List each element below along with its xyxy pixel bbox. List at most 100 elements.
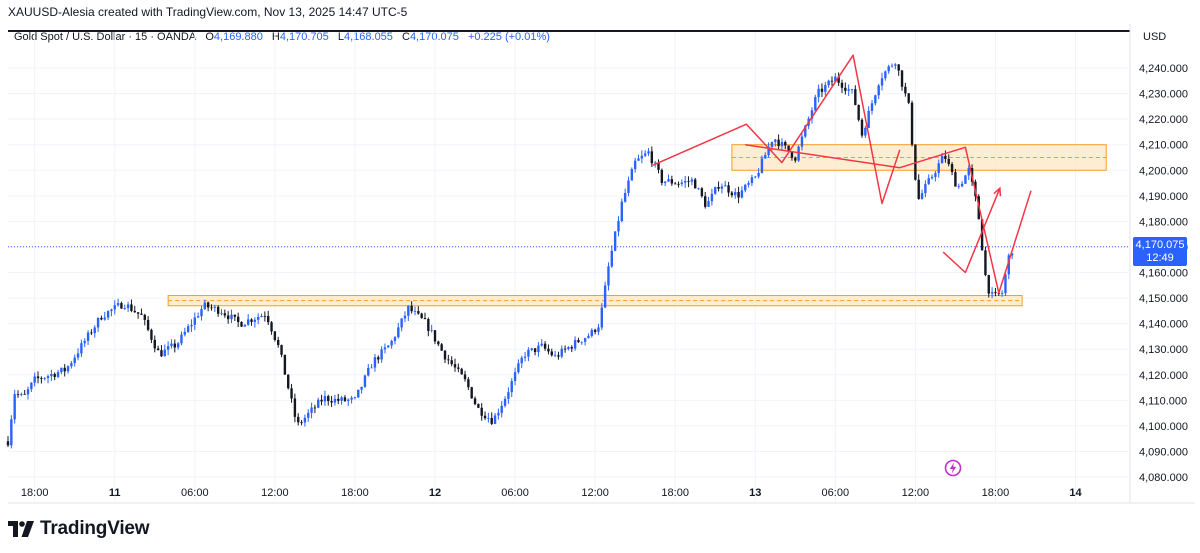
candle-body <box>156 348 160 351</box>
tradingview-logo[interactable]: TradingView <box>8 515 150 543</box>
candle-body <box>590 329 593 336</box>
candle-body <box>987 275 990 294</box>
candle-body <box>203 302 207 309</box>
candle-body <box>797 146 800 161</box>
time-tick-label: 13 <box>749 487 761 499</box>
candle-body <box>490 417 493 424</box>
candle-body <box>710 193 714 202</box>
candle-body <box>734 192 737 196</box>
candle-body <box>343 397 347 401</box>
symbol-label[interactable]: Gold Spot / U.S. Dollar · 15 · OANDA <box>14 31 197 43</box>
candle-body <box>994 292 997 294</box>
candle-body <box>1004 274 1007 294</box>
candle-body <box>116 303 120 306</box>
candle-body <box>170 343 173 347</box>
candle-body <box>467 379 470 388</box>
tradingview-wordmark: TradingView <box>40 518 150 539</box>
candle-body <box>96 317 100 328</box>
candle-body <box>884 71 887 79</box>
candle-body <box>580 341 583 343</box>
candle-body <box>840 82 844 88</box>
candle-body <box>320 399 323 402</box>
candle-body <box>113 305 116 310</box>
close-value: 4,170.075 <box>409 31 459 43</box>
candle-body <box>867 110 870 128</box>
candle-body <box>543 343 547 349</box>
open-value: 4,169.880 <box>213 31 263 43</box>
zigzag-path[interactable] <box>745 143 1032 294</box>
candle-body <box>40 378 43 379</box>
candle-body <box>577 340 580 343</box>
candle-body <box>216 306 220 314</box>
candle-body <box>760 158 764 173</box>
price-tick-label: 4,200.000 <box>1139 165 1188 177</box>
candle-body <box>110 309 113 312</box>
candle-body <box>393 337 397 341</box>
candle-body <box>800 136 804 147</box>
price-tick-label: 4,210.000 <box>1139 140 1188 152</box>
candle-body <box>243 324 247 327</box>
candle-body <box>133 310 136 313</box>
candle-body <box>864 127 867 136</box>
price-tick-label: 4,150.000 <box>1139 293 1188 305</box>
candle-body <box>470 387 473 399</box>
candle-body <box>233 314 237 317</box>
candle-body <box>180 334 183 344</box>
candle-body <box>317 399 320 408</box>
candle-body <box>563 348 567 350</box>
candle-body <box>430 330 433 332</box>
time-tick-label: 06:00 <box>822 487 850 499</box>
time-axis-labels: 18:00 11 06:00 12:00 18:00 12 06:00 12:00 18:00 1… <box>21 487 1083 499</box>
candle-body <box>660 169 664 183</box>
candle-body <box>427 319 430 331</box>
candle-body <box>834 76 837 82</box>
candle-body <box>967 168 970 176</box>
candle-body <box>213 306 217 308</box>
candle-body <box>663 181 667 183</box>
candle-body <box>980 219 984 251</box>
candle-body <box>86 332 90 342</box>
candle-body <box>550 351 553 356</box>
candle-body <box>677 183 680 185</box>
candle-body <box>403 315 407 319</box>
candle-body <box>874 95 877 104</box>
candle-body <box>750 177 754 184</box>
candle-body <box>960 183 964 187</box>
candle-body <box>487 417 490 419</box>
candle-body <box>473 398 477 405</box>
candle-body <box>287 374 290 389</box>
candle-body <box>370 367 373 369</box>
candle-body <box>720 186 724 189</box>
candle-body <box>767 146 770 156</box>
zigzag-path[interactable] <box>652 54 901 205</box>
candle-body <box>643 153 647 156</box>
candle-body <box>283 354 287 375</box>
candle-body <box>46 376 50 378</box>
candle-body <box>630 169 634 181</box>
candle-body <box>673 183 677 185</box>
candle-body <box>724 185 727 187</box>
candle-body <box>196 316 200 318</box>
candle-body <box>407 305 410 316</box>
candle-body <box>507 392 510 399</box>
lightning-event-icon[interactable] <box>944 459 962 477</box>
candle-body <box>870 103 874 111</box>
candle-body <box>697 188 700 190</box>
currency-label[interactable]: USD <box>1143 31 1167 43</box>
candle-body <box>757 172 760 177</box>
candle-body <box>166 346 170 350</box>
candle-body <box>904 86 907 94</box>
candle-body <box>477 404 480 408</box>
candle-body <box>657 162 660 170</box>
candle-body <box>560 348 563 357</box>
candle-body <box>6 441 10 446</box>
candle-body <box>730 192 734 196</box>
candle-body <box>877 85 880 96</box>
candle-body <box>190 324 193 327</box>
candle-body <box>16 394 20 395</box>
candle-body <box>817 88 820 98</box>
candle-body <box>517 363 520 373</box>
candle-body <box>120 303 123 309</box>
forecast-path[interactable] <box>942 187 1001 274</box>
